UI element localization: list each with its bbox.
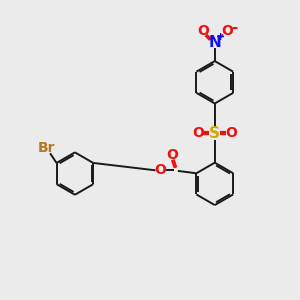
Text: N: N	[208, 35, 221, 50]
Text: -: -	[231, 20, 238, 35]
Text: O: O	[197, 24, 208, 38]
Text: Br: Br	[38, 141, 55, 155]
Text: O: O	[225, 126, 237, 140]
Text: O: O	[154, 163, 166, 177]
Text: S: S	[209, 126, 220, 141]
Text: O: O	[221, 24, 233, 38]
Text: O: O	[166, 148, 178, 162]
Text: O: O	[193, 126, 205, 140]
Text: +: +	[216, 32, 225, 42]
